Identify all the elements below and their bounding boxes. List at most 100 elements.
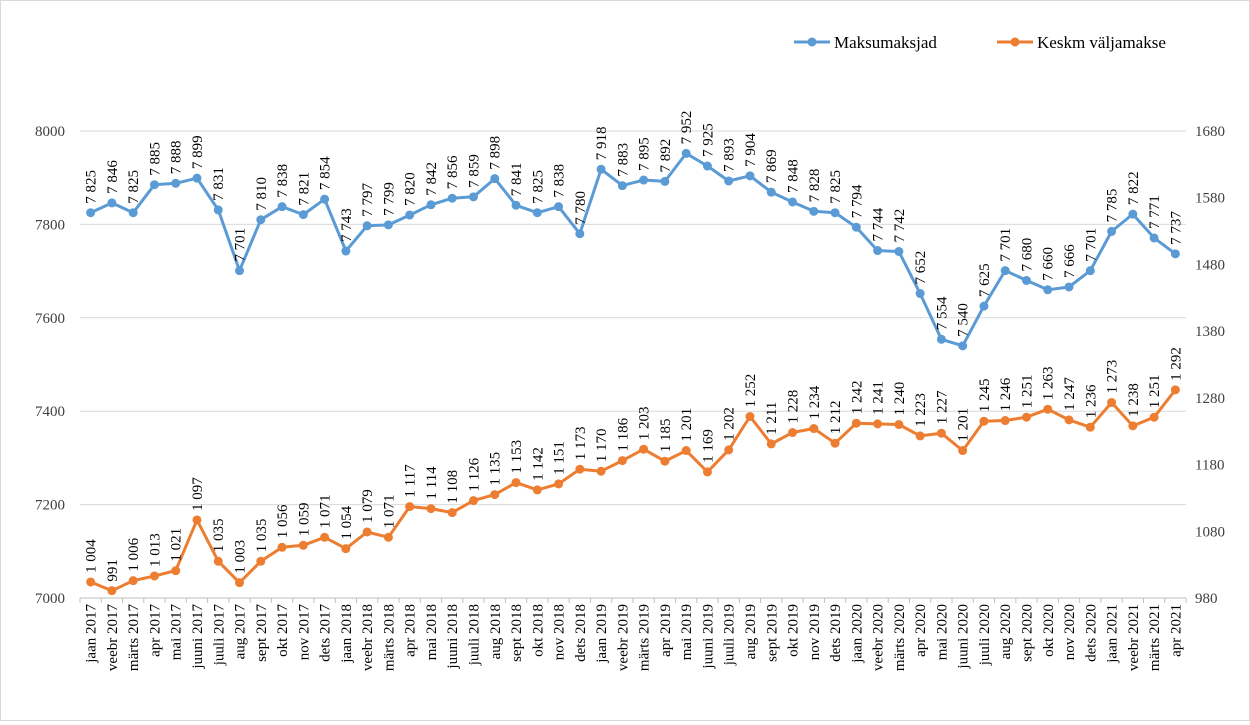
- data-point: [532, 485, 542, 495]
- x-axis-tick-label: juuli 2020: [977, 604, 993, 666]
- data-label: 1 240: [892, 382, 908, 416]
- data-label: 1 292: [1168, 347, 1184, 381]
- data-label: 1 273: [1105, 360, 1121, 394]
- data-point: [681, 148, 691, 158]
- data-point: [1043, 404, 1053, 414]
- data-point: [362, 527, 372, 537]
- legend-item-maksumaksjad: Maksumaksjad: [794, 33, 937, 52]
- data-label: 1 173: [573, 426, 589, 460]
- data-point: [915, 289, 925, 299]
- data-point: [596, 164, 606, 174]
- data-point: [639, 444, 649, 454]
- data-label: 7 838: [275, 164, 291, 198]
- data-label: 7 821: [296, 172, 312, 206]
- data-label: 7 841: [509, 163, 525, 197]
- data-label: 1 263: [1041, 366, 1057, 400]
- data-label: 1 035: [211, 519, 227, 553]
- data-label: 1 169: [700, 429, 716, 463]
- x-axis-tick-label: märts 2018: [381, 604, 397, 671]
- data-point: [1170, 249, 1180, 259]
- legend: Maksumaksjad Keskm väljamakse: [794, 33, 1166, 52]
- data-point: [1128, 421, 1138, 431]
- data-label: 7 825: [530, 170, 546, 204]
- x-axis-tick-label: märts 2019: [637, 604, 653, 671]
- x-axis-tick-label: apr 2020: [913, 604, 929, 657]
- data-point: [341, 246, 351, 256]
- data-point: [1085, 422, 1095, 432]
- data-label: 7 904: [743, 133, 759, 167]
- data-point: [235, 266, 245, 276]
- data-point: [1021, 275, 1031, 285]
- data-label: 1 245: [977, 378, 993, 412]
- x-axis-tick-label: dets 2020: [1083, 604, 1099, 662]
- data-label: 1 135: [488, 452, 504, 486]
- left-axis-tick-label: 8000: [35, 124, 65, 140]
- data-label: 1 228: [786, 390, 802, 424]
- data-label: 7 822: [1126, 171, 1142, 205]
- x-axis-tick-label: märts 2017: [126, 604, 142, 672]
- left-y-axis: 7000 7200 7400 7600 7800 8000: [35, 124, 65, 607]
- data-label: 7 825: [828, 170, 844, 204]
- data-label: 1 223: [913, 393, 929, 427]
- data-point: [107, 198, 117, 208]
- data-label: 1 201: [956, 408, 972, 442]
- x-axis-tick-label: juuli 2019: [722, 604, 738, 666]
- x-axis-tick-label: jaan 2017: [84, 604, 100, 664]
- data-point: [660, 456, 670, 466]
- data-label: 7 737: [1168, 211, 1184, 245]
- data-label: 1 153: [509, 440, 525, 474]
- data-point: [724, 445, 734, 455]
- x-axis-tick-label: mai 2017: [169, 604, 185, 661]
- data-point: [617, 456, 627, 466]
- x-axis-tick-label: mai 2020: [934, 604, 950, 660]
- data-point: [575, 464, 585, 474]
- data-label: 1 114: [424, 466, 440, 500]
- right-axis-tick-label: 1480: [1195, 257, 1225, 273]
- data-label: 7 780: [573, 191, 589, 225]
- x-axis-tick-label: juuni 2018: [445, 604, 461, 670]
- x-axis-tick-label: märts 2020: [892, 604, 908, 671]
- data-label: 1 185: [658, 418, 674, 452]
- data-point: [617, 181, 627, 191]
- legend-marker: [807, 37, 817, 47]
- x-axis-tick-label: juuni 2020: [956, 604, 972, 670]
- data-label: 1 246: [998, 377, 1014, 411]
- data-point: [766, 439, 776, 449]
- x-axis-tick-label: apr 2019: [658, 604, 674, 657]
- data-label: 7 892: [658, 139, 674, 173]
- gridlines: [80, 130, 1186, 599]
- x-axis-tick-label: sept 2020: [1019, 604, 1035, 662]
- data-label: 7 785: [1105, 189, 1121, 223]
- data-point: [171, 566, 181, 576]
- data-point: [809, 206, 819, 216]
- data-label: 7 842: [424, 162, 440, 196]
- data-point: [1128, 209, 1138, 219]
- data-point: [979, 416, 989, 426]
- x-axis-tick-label: dets 2017: [318, 604, 334, 662]
- data-label: 7 743: [339, 208, 355, 242]
- data-point: [447, 508, 457, 518]
- data-point: [468, 496, 478, 506]
- data-point: [320, 194, 330, 204]
- data-point: [958, 446, 968, 456]
- data-label: 7 666: [1062, 244, 1078, 278]
- data-label: 1 013: [147, 533, 163, 567]
- data-point: [532, 208, 542, 218]
- data-point: [575, 229, 585, 239]
- data-label: 1 059: [296, 503, 312, 537]
- data-point: [490, 490, 500, 500]
- x-axis-tick-label: märts 2021: [1147, 604, 1163, 671]
- series-layer: [86, 148, 1180, 596]
- data-label: 7 554: [934, 296, 950, 330]
- data-point: [405, 502, 415, 512]
- series-keskm-valjamakse: [86, 385, 1180, 596]
- data-label: 7 794: [849, 184, 865, 218]
- x-axis-tick-label: nov 2020: [1062, 604, 1078, 660]
- data-label: 7 742: [892, 209, 908, 243]
- data-point: [107, 586, 117, 596]
- right-axis-tick-label: 1380: [1195, 324, 1225, 340]
- data-label: 1 117: [403, 464, 419, 498]
- data-label: 1 186: [615, 417, 631, 451]
- x-axis-tick-label: jaan 2021: [1105, 604, 1121, 664]
